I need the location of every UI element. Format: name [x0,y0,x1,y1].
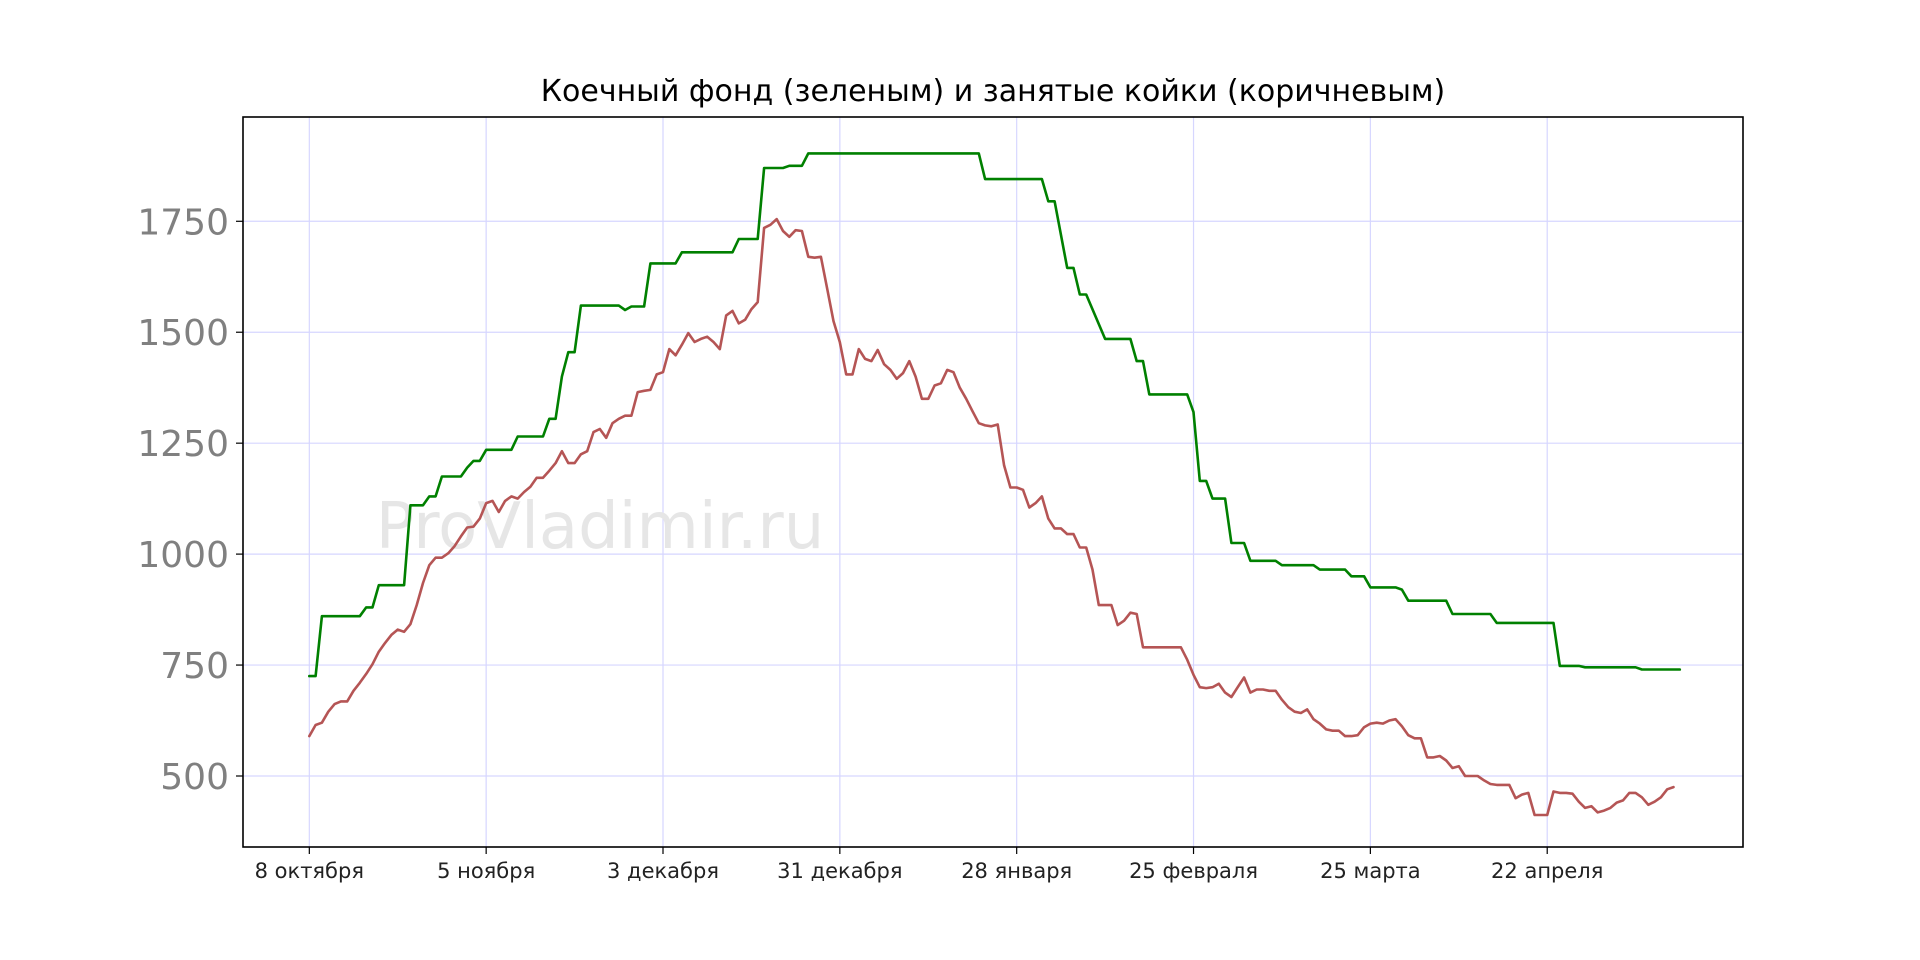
x-tick-label: 5 ноября [437,859,535,883]
y-tick-label: 750 [160,646,229,687]
axis-ticks: 8 октября 5 ноября 3 декабря 31 декабря 28 я… [137,202,1603,883]
plot-frame [242,116,1744,848]
y-tick-label: 1000 [137,535,229,576]
series-layer [308,152,1682,817]
y-tick-label: 1500 [137,313,229,354]
y-tick-label: 500 [160,757,229,798]
x-tick-label: 22 апреля [1491,859,1603,883]
x-tick-label: 25 марта [1320,859,1421,883]
x-tick-label: 25 февраля [1129,859,1258,883]
chart-title: Коечный фонд (зеленым) и занятые койки (… [541,74,1446,109]
watermark: ProVladimir.ru [376,490,825,564]
y-tick-label: 1250 [137,424,229,465]
series-line-bed-capacity [308,152,1682,678]
series-line-occupied-beds [308,217,1675,817]
y-tick-label: 1750 [137,202,229,243]
x-tick-label: 8 октября [255,859,364,883]
grid [243,117,1743,847]
x-tick-label: 3 декабря [607,859,719,883]
x-tick-label: 31 декабря [777,859,902,883]
x-tick-label: 28 января [961,859,1072,883]
